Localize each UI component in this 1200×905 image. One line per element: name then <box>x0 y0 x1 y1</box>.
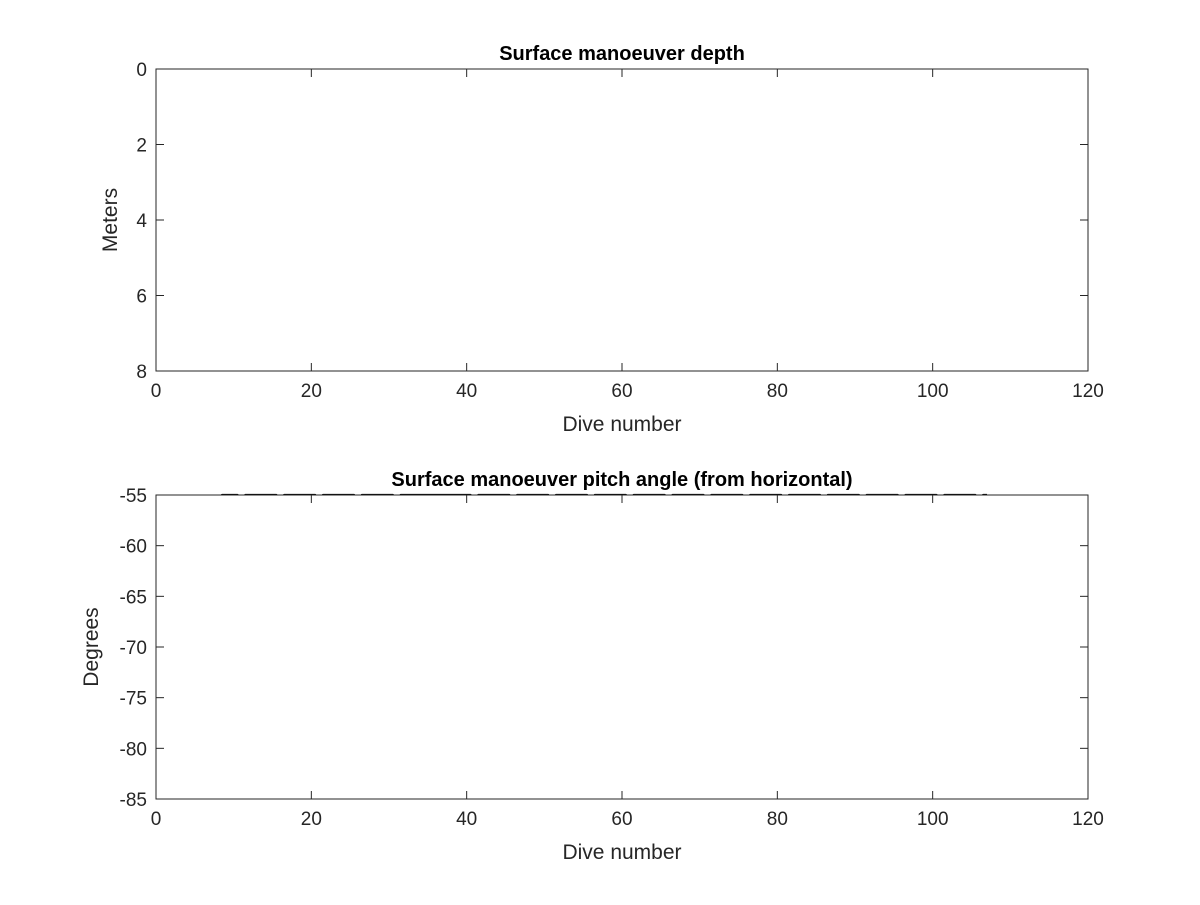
pitch-y-axis-label: Degrees <box>80 607 103 686</box>
pitch-axes-box <box>155 494 1089 800</box>
pitch-y-tick-label: -60 <box>120 537 147 558</box>
pitch-axes: 0 20 40 60 80 100 120 -85 -80 -75 -70 -65 -60 -55 Surf… <box>80 469 1104 864</box>
pitch-y-tick-label: -80 <box>120 739 147 760</box>
pitch-y-tick-label: -75 <box>120 689 147 710</box>
pitch-x-tick-label: 60 <box>611 809 632 830</box>
depth-x-tick-label: 80 <box>767 381 788 402</box>
pitch-chart-title: Surface manoeuver pitch angle (from hori… <box>391 469 852 491</box>
pitch-y-tick-label: -70 <box>120 638 147 659</box>
depth-x-tick-label: 20 <box>301 381 322 402</box>
depth-y-axis-label: Meters <box>99 188 122 252</box>
depth-x-tick-label: 40 <box>456 381 477 402</box>
depth-x-tick-label: 100 <box>917 381 949 402</box>
pitch-x-tick-label: 20 <box>301 809 322 830</box>
pitch-x-axis-label: Dive number <box>562 841 681 864</box>
depth-axes-box <box>155 68 1089 372</box>
depth-x-tick-label: 0 <box>151 381 162 402</box>
depth-y-tick-label: 4 <box>136 211 147 232</box>
pitch-x-tick-label: 120 <box>1072 809 1104 830</box>
pitch-y-tick-label: -55 <box>120 486 147 507</box>
pitch-x-tick-label: 0 <box>151 809 162 830</box>
pitch-x-tick-label: 80 <box>767 809 788 830</box>
pitch-y-tick-label: -65 <box>120 587 147 608</box>
depth-y-tick-label: 8 <box>136 362 147 383</box>
depth-y-tick-label: 2 <box>136 136 147 157</box>
depth-y-tick-label: 0 <box>136 60 147 81</box>
pitch-y-tick-label: -85 <box>120 790 147 811</box>
pitch-x-tick-label: 100 <box>917 809 949 830</box>
depth-axes: 0 20 40 60 80 100 120 0 2 4 6 8 Surface manoeuver de… <box>99 43 1104 436</box>
pitch-x-tick-label: 40 <box>456 809 477 830</box>
depth-y-tick-label: 6 <box>136 287 147 308</box>
depth-x-axis-label: Dive number <box>562 413 681 436</box>
depth-x-tick-label: 120 <box>1072 381 1104 402</box>
depth-chart-title: Surface manoeuver depth <box>499 43 745 65</box>
depth-x-tick-label: 60 <box>611 381 632 402</box>
